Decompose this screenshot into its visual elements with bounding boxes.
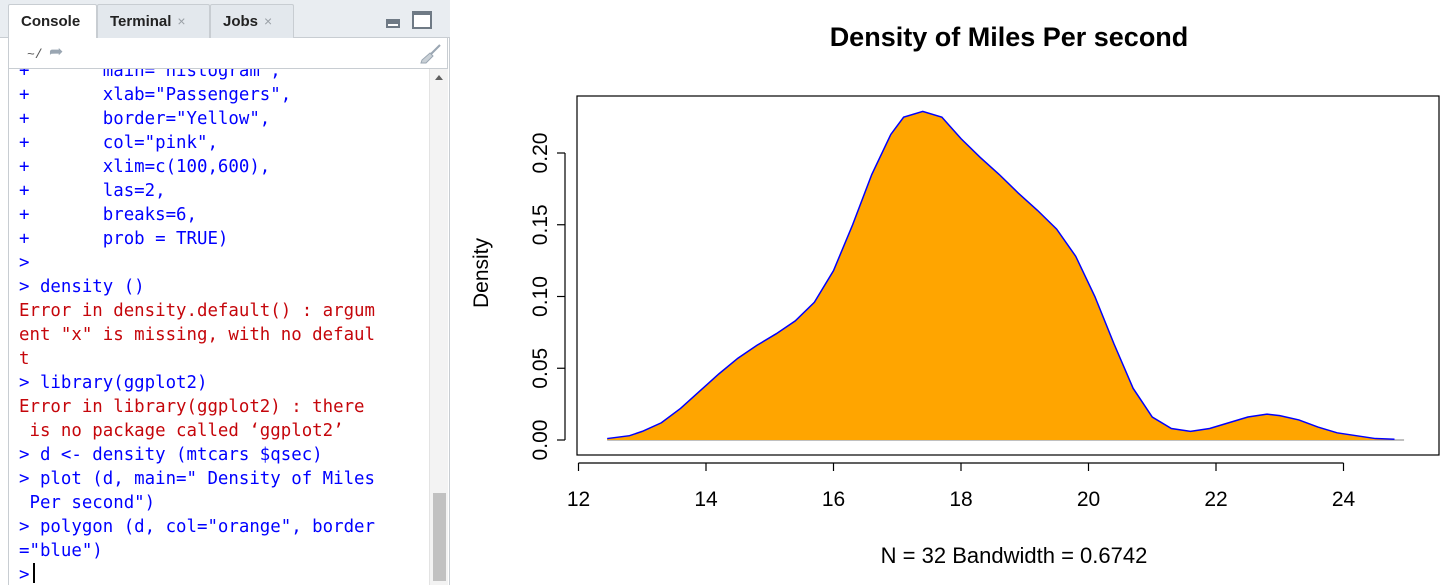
console-code-line: + col="pink", [19,133,218,153]
y-tick-label: 0.10 [529,276,552,317]
console-error-line: Error in density.default() : argum [19,301,375,321]
console-lines: + main= histogram , + xlab="Passengers", +… [19,69,428,585]
x-tick-label: 20 [1077,488,1100,511]
maximize-icon[interactable] [412,11,432,29]
console-error-line: is no package called ‘ggplot2’ [19,421,344,441]
y-tick-label: 0.00 [529,420,552,461]
console-prompt-line[interactable]: > [19,563,428,585]
console-code-line: + xlim=c(100,600), [19,157,271,177]
console-code-line: + main= histogram , [19,69,281,81]
console-error-line: t [19,349,30,369]
console-code-line: > [19,253,30,273]
console-prompt: > [19,565,30,585]
density-curve [607,110,1395,441]
tab-jobs[interactable]: Jobs × [210,4,294,38]
console-pane: Console Terminal × Jobs × ~/ ➦ + main= his… [0,0,450,585]
tab-terminal[interactable]: Terminal × [97,4,210,38]
close-icon[interactable]: × [264,13,273,29]
broom-icon[interactable] [419,43,443,65]
y-tick-label: 0.20 [529,133,552,174]
chart-layer: 12 14 16 18 20 22 24 0.00 0.05 0.10 0.15 0.20 [529,110,1405,511]
console-code-line: + breaks=6, [19,205,197,225]
chart-title: Density of Miles Per second [830,22,1189,52]
density-area [607,111,1395,440]
console-code-line: > density () [19,277,145,297]
path-arrow-icon[interactable]: ➦ [49,42,64,61]
working-directory-path[interactable]: ~/ [27,47,43,62]
x-tick-label: 16 [822,488,845,511]
console-code-line: ="blue") [19,541,103,561]
minimize-icon[interactable] [386,19,400,28]
console-error-line: Error in library(ggplot2) : there [19,397,365,417]
console-code-line: > plot (d, main=" Density of Miles [19,469,375,489]
scroll-up-arrow-icon[interactable] [435,75,443,80]
console-code-line: > d <- density (mtcars $qsec) [19,445,323,465]
console-code-line: + xlab="Passengers", [19,85,292,105]
working-directory-bar: ~/ ➦ [8,38,448,69]
pane-tabbar: Console Terminal × Jobs × [0,0,450,39]
console-scrollbar[interactable] [429,69,448,585]
console-code-line: + border="Yellow", [19,109,271,129]
plot-pane: Density of Miles Per second 12 14 16 18 20 22… [458,0,1449,585]
console-code-line: + prob = TRUE) [19,229,229,249]
density-plot: Density of Miles Per second 12 14 16 18 20 22… [470,22,1440,568]
plot-frame [576,95,1440,456]
console-code-line: + las=2, [19,181,166,201]
console-output[interactable]: + main= histogram , + xlab="Passengers", +… [8,69,428,585]
console-code-line: Per second") [19,493,156,513]
y-tick-label: 0.05 [529,348,552,389]
scroll-thumb[interactable] [433,493,446,581]
x-axis-label: N = 32 Bandwidth = 0.6742 [881,543,1148,568]
x-tick-label: 24 [1332,488,1356,511]
x-tick-label: 14 [694,488,718,511]
x-tick-label: 12 [567,488,590,511]
x-tick-label: 22 [1204,488,1227,511]
tab-jobs-label: Jobs [223,13,259,30]
text-cursor [33,563,36,583]
y-tick-label: 0.15 [529,204,552,245]
console-error-line: ent "x" is missing, with no defaul [19,325,375,345]
tab-console[interactable]: Console [8,4,97,39]
tab-terminal-label: Terminal [110,13,172,30]
console-code-line: > library(ggplot2) [19,373,208,393]
close-icon[interactable]: × [177,13,186,29]
y-axis-label: Density [470,237,493,308]
console-code-line: > polygon (d, col="orange", border [19,517,375,537]
x-tick-label: 18 [949,488,972,511]
tab-console-label: Console [21,13,81,30]
